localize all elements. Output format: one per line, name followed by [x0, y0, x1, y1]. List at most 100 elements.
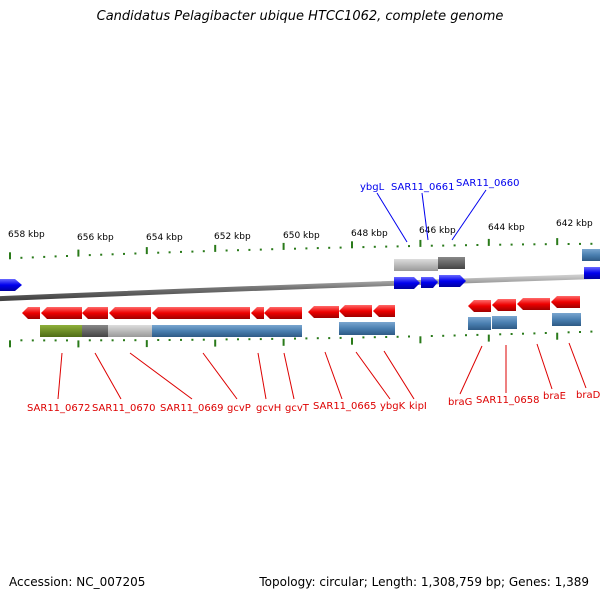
minor-tick: [442, 244, 445, 247]
gene-arrow-forward[interactable]: [584, 267, 600, 279]
gene-arrow-reverse[interactable]: [468, 300, 491, 312]
minor-tick: [533, 332, 536, 335]
leader-line: [383, 350, 415, 400]
gene-label-reverse[interactable]: kipI: [409, 401, 427, 412]
major-tick: [556, 332, 559, 340]
gene-label-reverse[interactable]: SAR11_0670: [92, 403, 156, 414]
major-tick: [9, 252, 11, 260]
gene-label-forward[interactable]: SAR11_0661: [391, 182, 455, 193]
minor-tick: [396, 245, 399, 248]
gene-label-reverse[interactable]: braE: [543, 391, 566, 402]
scale-label: 644 kbp: [488, 223, 525, 233]
gene-label-reverse[interactable]: braD: [576, 390, 600, 401]
minor-tick: [168, 251, 171, 254]
leader-line: [568, 342, 587, 389]
major-tick: [77, 249, 80, 257]
minor-tick: [225, 249, 228, 252]
minor-tick: [20, 339, 23, 342]
domain-block[interactable]: [468, 317, 491, 330]
domain-block[interactable]: [438, 257, 465, 269]
minor-tick: [510, 243, 513, 246]
minor-tick: [237, 249, 239, 252]
domain-block[interactable]: [152, 325, 250, 337]
minor-tick: [373, 336, 376, 339]
minor-tick: [123, 339, 125, 342]
gene-label-reverse[interactable]: gcvP: [227, 403, 251, 414]
gene-arrow-forward[interactable]: [394, 277, 420, 289]
gene-label-reverse[interactable]: ybgK: [380, 401, 406, 412]
gene-arrow-reverse[interactable]: [339, 305, 372, 317]
minor-tick: [453, 334, 456, 337]
gene-label-reverse[interactable]: gcvH: [256, 403, 281, 414]
gene-label-reverse[interactable]: SAR11_0672: [27, 403, 91, 414]
gene-arrow-reverse[interactable]: [41, 307, 82, 319]
domain-block[interactable]: [394, 259, 438, 271]
minor-tick: [499, 243, 502, 246]
domain-block[interactable]: [82, 325, 108, 337]
domain-block[interactable]: [250, 325, 302, 337]
domain-block[interactable]: [339, 322, 395, 335]
gene-label-reverse[interactable]: gcvT: [285, 403, 310, 414]
minor-tick: [590, 330, 593, 333]
domain-block[interactable]: [108, 325, 152, 337]
gene-arrow-reverse[interactable]: [251, 307, 264, 319]
minor-tick: [134, 339, 137, 342]
minor-tick: [544, 243, 547, 246]
gene-label-reverse[interactable]: braG: [448, 397, 472, 408]
major-tick: [214, 244, 217, 252]
reverse-gene-labels: SAR11_0672 SAR11_0670 SAR11_0669 gcvP gc…: [27, 342, 600, 414]
gene-label-reverse[interactable]: SAR11_0669: [160, 403, 224, 414]
gene-arrow-reverse[interactable]: [373, 305, 395, 317]
gene-label-forward[interactable]: ybgL: [360, 182, 385, 193]
gene-label-reverse[interactable]: SAR11_0665: [313, 401, 377, 412]
domain-block[interactable]: [492, 316, 517, 329]
minor-tick: [533, 243, 536, 246]
gene-arrow-reverse[interactable]: [551, 296, 580, 308]
minor-tick: [385, 245, 388, 248]
gene-arrow-reverse[interactable]: [492, 299, 516, 311]
major-tick: [351, 241, 353, 249]
minor-tick: [202, 338, 205, 341]
gene-arrow-reverse[interactable]: [517, 298, 550, 310]
domain-block[interactable]: [582, 249, 600, 261]
minor-tick: [453, 244, 456, 247]
genome-backbone: [0, 273, 600, 302]
minor-tick: [567, 331, 570, 334]
scale-label: 658 kbp: [8, 230, 45, 240]
minor-tick: [54, 339, 57, 342]
leader-line: [536, 343, 553, 390]
scale-label: 650 kbp: [283, 231, 320, 241]
minor-tick: [567, 243, 570, 245]
gene-arrow-reverse[interactable]: [152, 307, 250, 319]
minor-tick: [100, 253, 103, 256]
gene-arrow-forward[interactable]: [421, 277, 438, 288]
gene-label-forward[interactable]: SAR11_0660: [456, 178, 520, 189]
gene-arrow-forward[interactable]: [439, 275, 466, 287]
minor-tick: [248, 338, 251, 341]
scale-label: 646 kbp: [419, 226, 456, 236]
domain-block[interactable]: [552, 313, 581, 326]
minor-tick: [373, 245, 376, 248]
gene-arrow-reverse[interactable]: [82, 307, 108, 319]
leader-line: [421, 192, 429, 241]
gene-arrow-reverse[interactable]: [109, 307, 151, 319]
minor-tick: [157, 251, 160, 254]
gene-arrow-reverse[interactable]: [22, 307, 40, 319]
outer-scale-ticks: [9, 238, 593, 260]
leader-line: [324, 351, 343, 400]
gene-label-reverse[interactable]: SAR11_0658: [476, 395, 540, 406]
leader-line: [94, 352, 122, 400]
major-tick: [282, 242, 285, 250]
gene-arrow-forward[interactable]: [0, 279, 22, 291]
major-tick: [282, 338, 285, 346]
inner-scale-ticks: [9, 330, 593, 348]
leader-line: [459, 345, 483, 395]
domain-block[interactable]: [40, 325, 82, 337]
genome-title: Candidatus Pelagibacter ubique HTCC1062,…: [96, 9, 504, 24]
minor-tick: [396, 335, 399, 338]
major-tick: [487, 238, 490, 246]
minor-tick: [465, 244, 467, 247]
gene-arrow-reverse[interactable]: [308, 306, 339, 318]
gene-arrow-reverse[interactable]: [264, 307, 302, 319]
